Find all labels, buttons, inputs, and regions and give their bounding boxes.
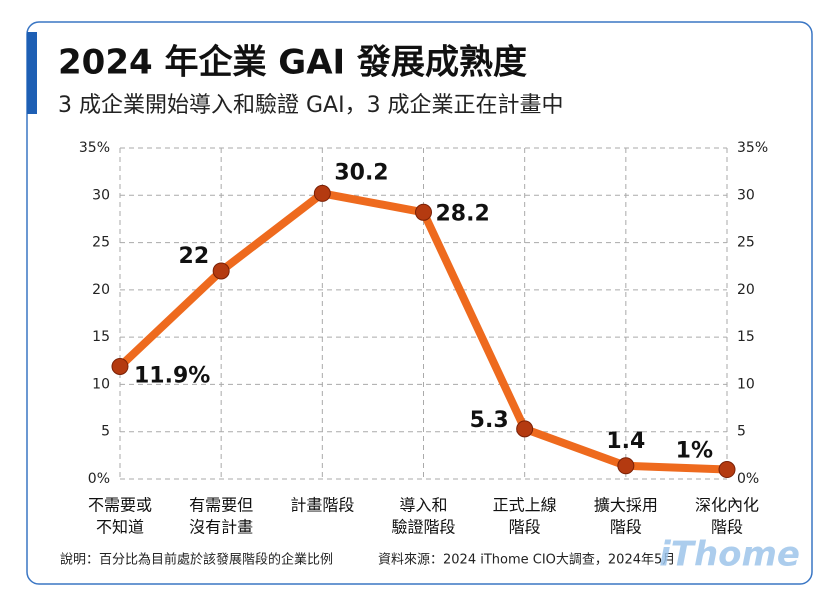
x-tick-label: 正式上線	[493, 496, 557, 515]
y-tick-label: 35%	[79, 140, 110, 156]
y2-tick-label: 15	[737, 329, 755, 345]
x-tick-label: 導入和	[399, 496, 447, 515]
logo: iThome	[659, 535, 800, 575]
y2-tick-label: 0%	[737, 471, 759, 487]
x-tick-label: 階段	[509, 518, 541, 537]
y-tick-label: 20	[92, 282, 110, 298]
x-tick-label: 沒有計畫	[189, 518, 253, 537]
point	[111, 357, 129, 375]
y-tick-label: 25	[92, 235, 110, 251]
data-label: 28.2	[436, 201, 490, 226]
point	[415, 203, 432, 221]
y-tick-label: 0%	[88, 471, 110, 487]
y2-tick-label: 35%	[737, 140, 768, 156]
y2-tick-label: 20	[737, 282, 755, 298]
chart-title: 2024 年企業 GAI 發展成熟度	[58, 43, 527, 83]
chart-subtitle: 3 成企業開始導入和驗證 GAI，3 成企業正在計畫中	[58, 93, 564, 118]
x-tick-label: 深化內化	[695, 496, 759, 515]
y2-tick-label: 5	[737, 424, 746, 440]
y2-tick-label: 10	[737, 376, 755, 392]
point	[212, 262, 230, 280]
y2-tick-label: 25	[737, 235, 755, 251]
data-label: 5.3	[470, 408, 509, 433]
data-label: 30.2	[334, 160, 388, 185]
data-label: 11.9%	[134, 363, 210, 388]
data-label: 22	[179, 244, 210, 269]
x-tick-label: 有需要但	[189, 496, 253, 515]
x-tick-label: 不需要或	[88, 496, 152, 515]
note: 說明：百分比為目前處於該發展階段的企業比例	[60, 552, 333, 568]
y-tick-label: 15	[92, 329, 110, 345]
source: 資料來源：2024 iThome CIO大調查，2024年5月	[378, 553, 675, 568]
y-tick-label: 10	[92, 376, 110, 392]
y-tick-label: 30	[92, 187, 110, 203]
x-tick-label: 計畫階段	[290, 496, 354, 515]
data-label: 1%	[676, 439, 713, 464]
point	[617, 457, 635, 475]
y-tick-label: 5	[101, 424, 110, 440]
x-tick-label: 擴大採用	[594, 496, 658, 515]
point	[516, 420, 534, 438]
point	[313, 184, 331, 202]
title-bar	[27, 32, 37, 114]
y2-tick-label: 30	[737, 187, 755, 203]
x-tick-label: 階段	[711, 518, 743, 537]
card	[26, 21, 813, 585]
x-tick-label: 驗證階段	[391, 518, 455, 537]
x-tick-label: 階段	[610, 518, 642, 537]
point	[718, 461, 736, 479]
data-label: 1.4	[606, 429, 645, 454]
x-tick-label: 不知道	[96, 518, 144, 537]
